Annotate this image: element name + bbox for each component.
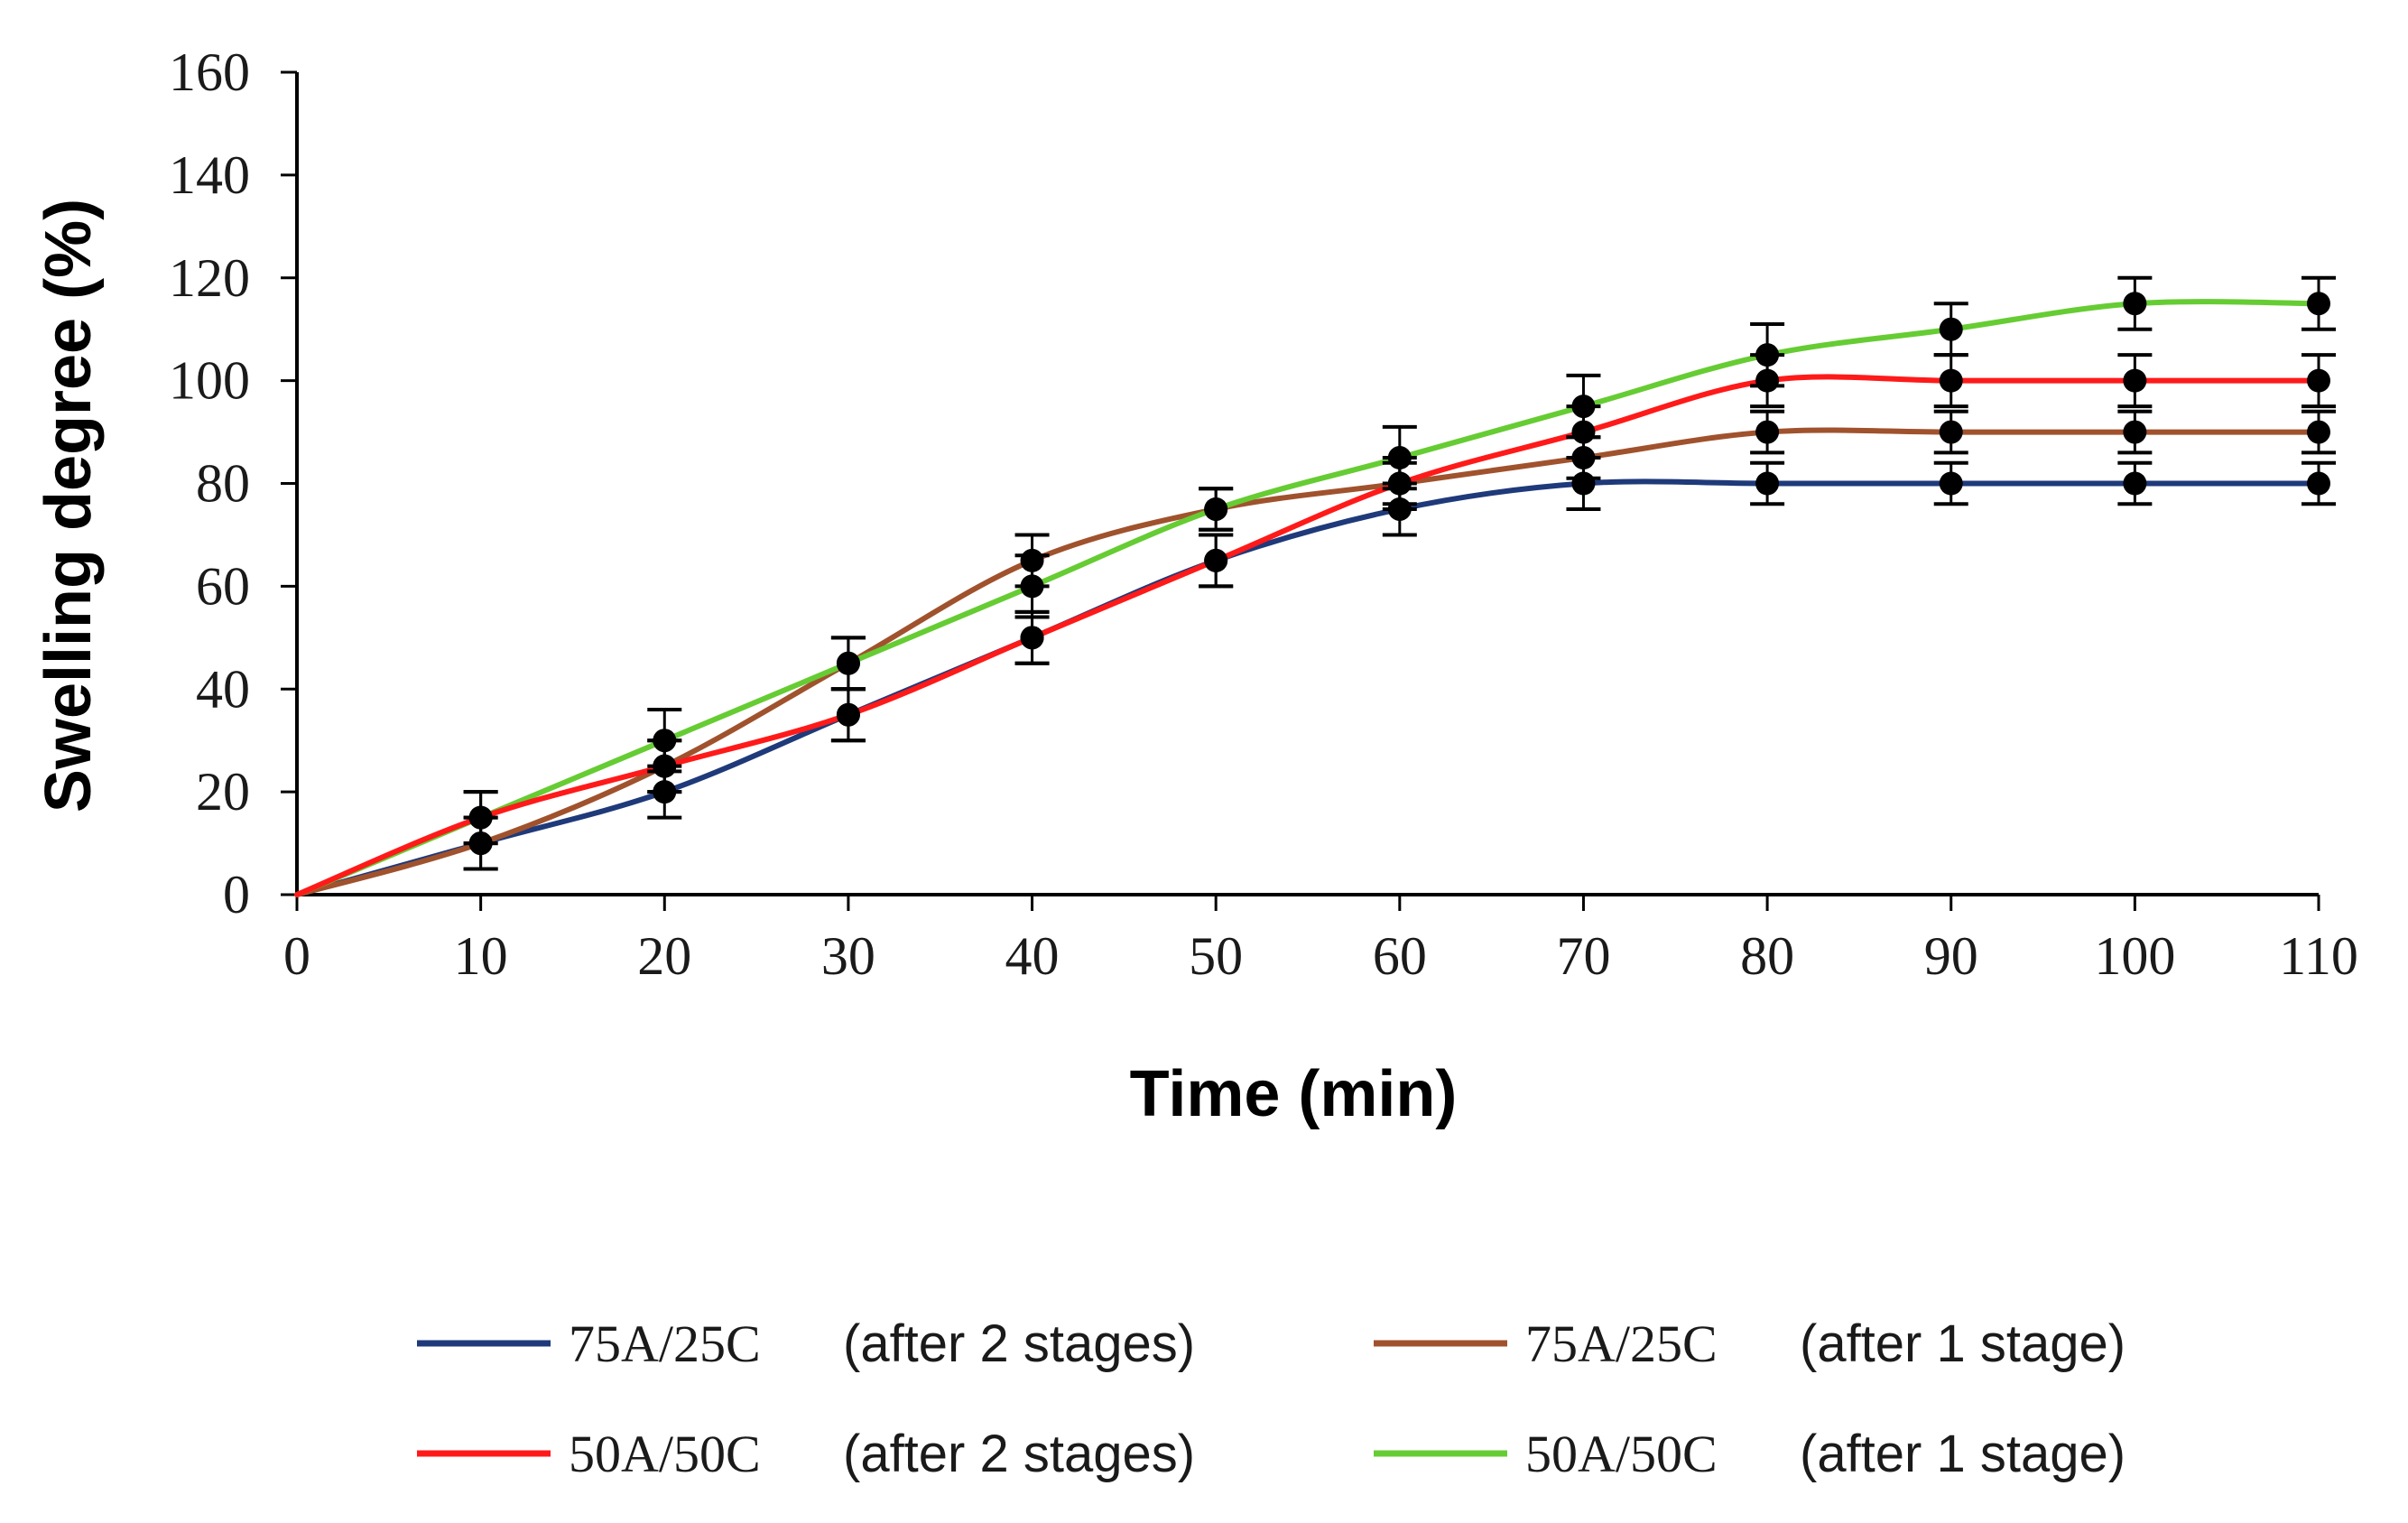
y-tick-label: 40 xyxy=(196,659,250,719)
data-point xyxy=(1571,471,1596,496)
y-tick-label: 20 xyxy=(196,762,250,822)
legend-series-note: (after 2 stages) xyxy=(843,1314,1195,1373)
series-line-0 xyxy=(294,478,2321,897)
data-point xyxy=(1020,626,1044,650)
x-tick-label: 110 xyxy=(2279,926,2358,986)
data-point xyxy=(1755,343,1780,367)
data-point xyxy=(836,702,860,727)
data-point xyxy=(1571,395,1596,419)
y-tick-label: 60 xyxy=(196,556,250,616)
legend-item: 50A/50C (after 2 stages) xyxy=(417,1425,1195,1483)
x-tick-label: 60 xyxy=(1373,926,1427,986)
error-bars xyxy=(463,275,2336,871)
markers xyxy=(468,292,2330,856)
y-tick-label: 100 xyxy=(169,351,250,411)
y-tick-label: 80 xyxy=(196,454,250,514)
data-point xyxy=(2307,420,2330,444)
data-point xyxy=(1755,471,1780,496)
data-point xyxy=(1755,420,1780,444)
data-point xyxy=(1939,471,1963,496)
data-point xyxy=(836,651,860,675)
series-lines xyxy=(294,299,2321,897)
data-point xyxy=(2307,292,2330,316)
data-point xyxy=(653,780,677,804)
legend-item: 75A/25C (after 1 stage) xyxy=(1374,1314,2126,1373)
legend-series-note: (after 1 stage) xyxy=(1800,1425,2126,1483)
data-point xyxy=(653,754,677,778)
legend-item: 50A/50C (after 1 stage) xyxy=(1374,1425,2126,1483)
x-tick-label: 0 xyxy=(283,926,310,986)
data-point xyxy=(2123,368,2147,393)
data-point xyxy=(2307,471,2330,496)
data-point xyxy=(1755,368,1780,393)
data-point xyxy=(468,831,493,856)
x-tick-label: 90 xyxy=(1924,926,1978,986)
data-point xyxy=(2123,292,2147,316)
x-tick-label: 50 xyxy=(1189,926,1243,986)
y-axis-title: Swelling degree (%) xyxy=(32,199,105,813)
legend-series-name: 50A/50C xyxy=(569,1425,761,1483)
data-point xyxy=(1204,497,1228,521)
legend-item: 75A/25C (after 2 stages) xyxy=(417,1314,1195,1373)
data-point xyxy=(1387,446,1412,470)
x-tick-label: 10 xyxy=(454,926,508,986)
x-tick-label: 30 xyxy=(821,926,875,986)
data-point xyxy=(2123,471,2147,496)
x-tick-label: 70 xyxy=(1556,926,1610,986)
legend: 75A/25C (after 2 stages) 75A/25C (after 1 s… xyxy=(417,1314,2126,1483)
y-tick-label: 160 xyxy=(169,42,250,102)
series-line-2 xyxy=(294,374,2321,897)
data-point xyxy=(1387,471,1412,496)
series-line-1 xyxy=(294,427,2321,897)
y-tick-label: 140 xyxy=(169,145,250,205)
legend-series-note: (after 1 stage) xyxy=(1800,1314,2126,1373)
data-point xyxy=(2123,420,2147,444)
data-point xyxy=(1939,368,1963,393)
x-tick-label: 100 xyxy=(2094,926,2175,986)
data-point xyxy=(1939,317,1963,341)
x-tick-label: 80 xyxy=(1740,926,1794,986)
x-ticks: 0 10 20 30 40 50 60 70 80 90 100 110 xyxy=(283,895,2358,986)
data-point xyxy=(1939,420,1963,444)
x-axis-title: Time (min) xyxy=(1130,1058,1458,1130)
y-tick-label: 120 xyxy=(169,248,250,308)
x-tick-label: 20 xyxy=(637,926,691,986)
data-point xyxy=(1387,497,1412,521)
y-ticks: 0 20 40 60 80 100 120 140 160 xyxy=(169,42,297,924)
data-point xyxy=(1571,420,1596,444)
data-point xyxy=(653,729,677,753)
data-point xyxy=(1204,548,1228,572)
data-point xyxy=(2307,368,2330,393)
data-point xyxy=(1020,574,1044,599)
legend-series-name: 50A/50C xyxy=(1525,1425,1718,1483)
data-point xyxy=(468,805,493,830)
legend-series-name: 75A/25C xyxy=(1525,1314,1718,1373)
series-line-3 xyxy=(294,299,2321,897)
legend-series-note: (after 2 stages) xyxy=(843,1425,1195,1483)
x-tick-label: 40 xyxy=(1005,926,1060,986)
data-point xyxy=(1020,548,1044,572)
y-tick-label: 0 xyxy=(223,865,250,924)
data-point xyxy=(1571,446,1596,470)
legend-series-name: 75A/25C xyxy=(569,1314,761,1373)
